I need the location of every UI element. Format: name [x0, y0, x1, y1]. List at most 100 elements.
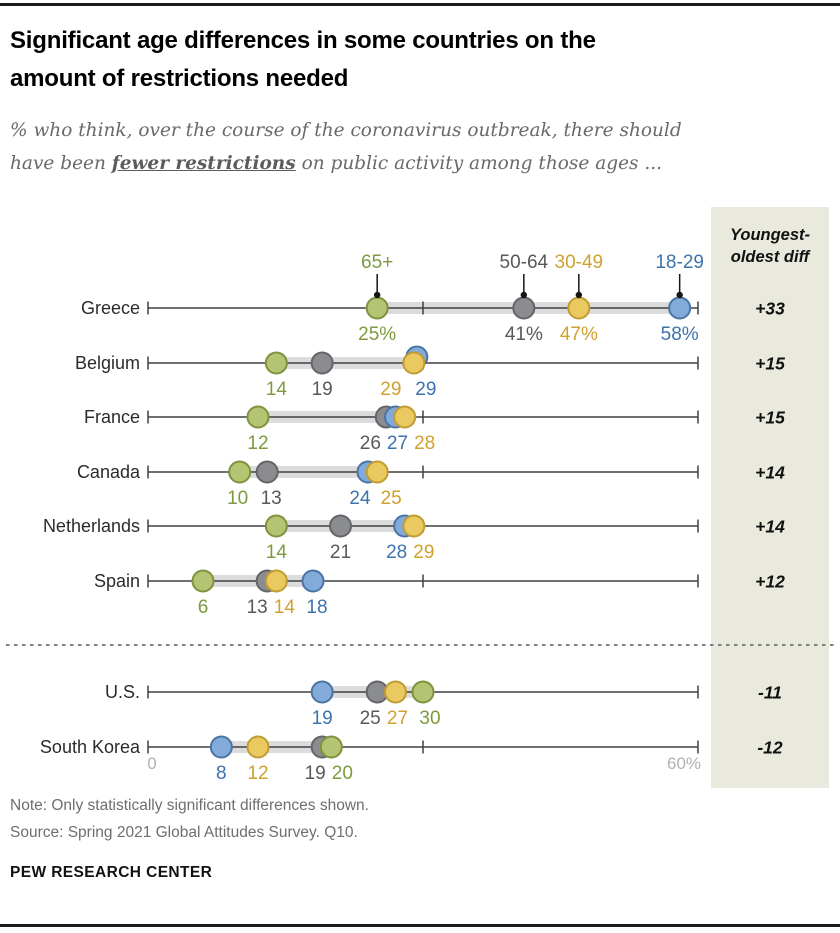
value-label: 20 — [332, 763, 353, 784]
country-label: France — [84, 407, 140, 427]
brand-label: PEW RESEARCH CENTER — [10, 864, 213, 881]
value-label: 18 — [306, 597, 327, 618]
value-label: 47% — [560, 324, 598, 345]
value-label: 19 — [312, 708, 333, 729]
data-dot-65plus — [246, 405, 270, 429]
value-label: 13 — [247, 597, 268, 618]
data-dot-65plus — [319, 735, 343, 759]
value-label: 25% — [358, 324, 396, 345]
legend-leader-dot — [520, 291, 528, 299]
value-label: 14 — [266, 379, 288, 400]
data-dot-50-64 — [255, 460, 279, 484]
top-rule — [0, 3, 840, 6]
data-dot-65plus — [191, 569, 215, 593]
legend-label-50-64: 50-64 — [500, 252, 549, 273]
diff-panel-header: Youngest- — [730, 226, 811, 244]
value-label: 6 — [198, 597, 209, 618]
value-label: 25 — [381, 488, 402, 509]
data-dot-30-49 — [402, 351, 426, 375]
diff-value: +14 — [755, 517, 785, 537]
diff-value: +33 — [755, 299, 785, 319]
value-label: 8 — [216, 763, 227, 784]
subtitle-emphasis: fewer restrictions — [111, 153, 296, 174]
value-label: 24 — [349, 488, 371, 509]
value-label: 30 — [419, 708, 440, 729]
value-label: 26 — [360, 433, 381, 454]
diff-value: +15 — [755, 354, 785, 374]
diff-panel — [711, 207, 829, 788]
data-dot-30-49 — [393, 405, 417, 429]
diff-value: +12 — [755, 572, 785, 592]
data-dot-50-64 — [310, 351, 334, 375]
value-label: 19 — [312, 379, 333, 400]
source-text: Source: Spring 2021 Global Attitudes Sur… — [10, 824, 358, 841]
axis-min-label: 0 — [147, 754, 156, 773]
value-label: 12 — [247, 433, 268, 454]
legend-leader-dot — [575, 291, 583, 299]
subtitle-suffix: on public activity among those ages ... — [295, 153, 663, 174]
value-label: 19 — [305, 763, 326, 784]
value-label: 25 — [360, 708, 381, 729]
data-dot-50-64 — [329, 514, 352, 538]
subtitle-prefix: % who think, over the course of the coro… — [10, 120, 682, 174]
data-dot-30-49 — [264, 569, 288, 593]
diff-panel-header: oldest diff — [731, 248, 811, 266]
data-dot-65plus — [264, 514, 288, 538]
country-label: Spain — [94, 571, 140, 591]
legend-label-18-29: 18-29 — [655, 252, 704, 273]
footer-notes: Note: Only statistically significant dif… — [10, 792, 369, 846]
diff-value: +15 — [755, 408, 785, 428]
value-label: 13 — [261, 488, 282, 509]
data-dot-18-29 — [301, 569, 325, 593]
value-label: 41% — [505, 324, 543, 345]
value-label: 27 — [387, 708, 408, 729]
legend-label-30-49: 30-49 — [555, 252, 604, 273]
data-dot-18-29 — [209, 735, 233, 759]
value-label: 10 — [227, 488, 248, 509]
value-label: 28 — [414, 433, 435, 454]
chart-title-line2: amount of restrictions needed — [10, 65, 349, 92]
axis-max-label: 60% — [667, 754, 701, 773]
data-dot-30-49 — [402, 514, 426, 538]
data-dot-50-64 — [512, 296, 536, 320]
value-label: 28 — [386, 542, 407, 563]
data-dot-30-49 — [365, 460, 389, 484]
chart-title: Significant age differences in some coun… — [10, 22, 810, 98]
data-dot-18-29 — [668, 296, 692, 320]
value-label: 29 — [413, 542, 434, 563]
note-text: Note: Only statistically significant dif… — [10, 797, 369, 814]
bottom-rule — [0, 924, 840, 927]
chart-subtitle: % who think, over the course of the coro… — [10, 114, 710, 180]
value-label: 29 — [380, 379, 401, 400]
data-dot-65plus — [411, 680, 435, 704]
country-label: Netherlands — [43, 516, 140, 536]
country-label: South Korea — [40, 737, 141, 757]
value-label: 21 — [330, 542, 351, 563]
country-label: U.S. — [105, 682, 140, 702]
value-label: 14 — [274, 597, 296, 618]
diff-value: -12 — [757, 738, 783, 758]
diff-value: -11 — [758, 683, 782, 703]
value-label: 14 — [266, 542, 288, 563]
legend-leader-dot — [373, 291, 381, 299]
country-label: Greece — [81, 298, 140, 318]
data-dot-65plus — [365, 296, 389, 320]
value-label: 58% — [661, 324, 699, 345]
country-label: Belgium — [75, 353, 140, 373]
data-dot-30-49 — [567, 296, 591, 320]
legend-leader-dot — [676, 291, 683, 299]
diff-value: +14 — [755, 463, 785, 483]
value-label: 29 — [415, 379, 436, 400]
legend-label-65plus: 65+ — [361, 252, 393, 273]
value-label: 27 — [387, 433, 408, 454]
data-dot-18-29 — [310, 680, 334, 704]
country-label: Canada — [77, 462, 141, 482]
data-dot-65plus — [228, 460, 252, 484]
data-dot-65plus — [264, 351, 288, 375]
value-label: 12 — [247, 763, 268, 784]
chart-title-line1: Significant age differences in some coun… — [10, 27, 596, 54]
data-dot-30-49 — [384, 680, 407, 704]
data-dot-30-49 — [246, 735, 270, 759]
